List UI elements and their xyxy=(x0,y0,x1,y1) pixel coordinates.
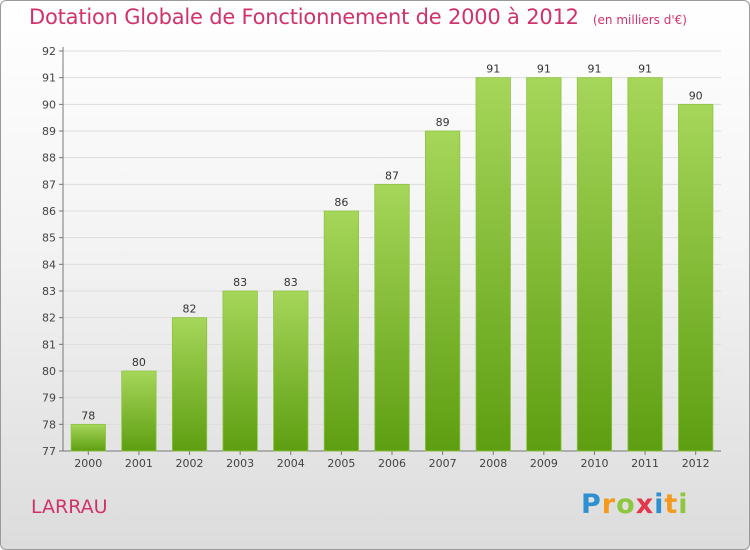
y-tick-label: 80 xyxy=(42,365,56,378)
bar-value-label: 82 xyxy=(183,303,197,316)
bar xyxy=(70,423,106,452)
proxiti-logo[interactable]: Proxiti xyxy=(581,489,689,520)
x-tick-label: 2006 xyxy=(378,457,406,470)
bar-value-label: 83 xyxy=(233,276,247,289)
y-tick-label: 83 xyxy=(42,285,56,298)
commune-name: LARRAU xyxy=(31,496,108,518)
x-tick-label: 2001 xyxy=(125,457,153,470)
bar xyxy=(627,77,663,452)
y-tick-label: 89 xyxy=(42,125,56,138)
x-tick-label: 2007 xyxy=(429,457,457,470)
y-tick-label: 86 xyxy=(42,205,56,218)
bar xyxy=(121,370,157,452)
x-tick-label: 2011 xyxy=(631,457,659,470)
x-tick-label: 2000 xyxy=(74,457,102,470)
bar-value-label: 89 xyxy=(436,116,450,129)
chart-title: Dotation Globale de Fonctionnement de 20… xyxy=(29,5,687,29)
bar xyxy=(678,103,714,452)
bars xyxy=(70,77,714,452)
bar xyxy=(475,77,511,452)
bar-value-label: 83 xyxy=(284,276,298,289)
bar-value-label: 91 xyxy=(537,63,551,76)
chart-unit: (en milliers d'€) xyxy=(592,13,687,27)
y-tick-label: 88 xyxy=(42,152,56,165)
bar-value-label: 90 xyxy=(689,89,703,102)
bar-value-label: 86 xyxy=(334,196,348,209)
y-tick-label: 77 xyxy=(42,445,56,458)
x-tick-label: 2010 xyxy=(580,457,608,470)
y-tick-label: 90 xyxy=(42,98,56,111)
x-tick-label: 2012 xyxy=(682,457,710,470)
x-tick-label: 2008 xyxy=(479,457,507,470)
bar-value-label: 78 xyxy=(81,409,95,422)
y-tick-label: 92 xyxy=(42,45,56,58)
bar-value-label: 91 xyxy=(638,63,652,76)
x-tick-label: 2009 xyxy=(530,457,558,470)
bar xyxy=(222,290,258,452)
bar xyxy=(273,290,309,452)
x-tick-label: 2003 xyxy=(226,457,254,470)
y-tick-label: 85 xyxy=(42,232,56,245)
y-tick-label: 87 xyxy=(42,178,56,191)
bar-value-label: 91 xyxy=(587,63,601,76)
bar-value-label: 91 xyxy=(486,63,500,76)
bar xyxy=(526,77,562,452)
bar xyxy=(576,77,613,452)
bar xyxy=(425,130,461,452)
x-tick-label: 2004 xyxy=(277,457,305,470)
bar xyxy=(171,317,208,452)
y-tick-label: 81 xyxy=(42,338,56,351)
labels: 78 80 82 83 83 86 87 89 91 91 91 91 90 xyxy=(81,63,702,423)
y-tick-label: 78 xyxy=(42,418,56,431)
y-tick-label: 91 xyxy=(42,72,56,85)
bar xyxy=(323,210,359,452)
y-tick-label: 82 xyxy=(42,312,56,325)
x-tick-label: 2005 xyxy=(327,457,355,470)
bar xyxy=(374,183,410,452)
bar-value-label: 87 xyxy=(385,169,399,182)
x-tick-label: 2002 xyxy=(176,457,204,470)
y-tick-label: 84 xyxy=(42,258,56,271)
y-tick-label: 79 xyxy=(42,392,56,405)
chart-title-text: Dotation Globale de Fonctionnement de 20… xyxy=(29,5,579,29)
bar-value-label: 80 xyxy=(132,356,146,369)
